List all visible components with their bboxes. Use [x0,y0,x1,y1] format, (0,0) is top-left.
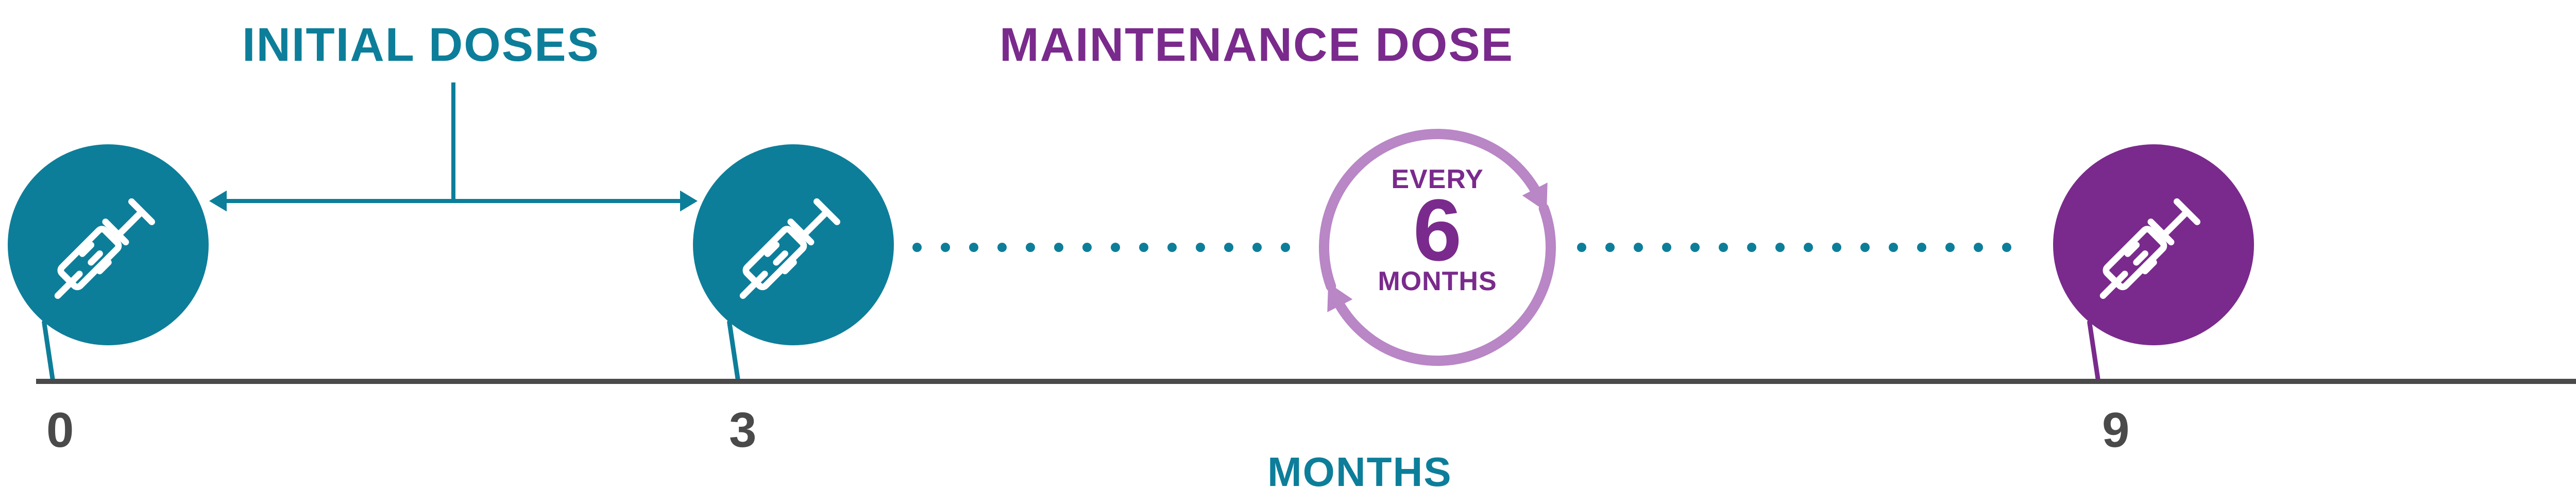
timeline-axis [36,350,2576,412]
tick-label-9: 9 [2102,402,2129,459]
axis-title-months: MONTHS [1267,448,1452,496]
tick-label-3: 3 [729,402,756,459]
dose-tick-stems [0,0,2576,503]
tick-label-0: 0 [46,402,74,459]
dosing-timeline: INITIAL DOSES MAINTENANCE DOSE EVERY 6 M… [0,0,2576,503]
